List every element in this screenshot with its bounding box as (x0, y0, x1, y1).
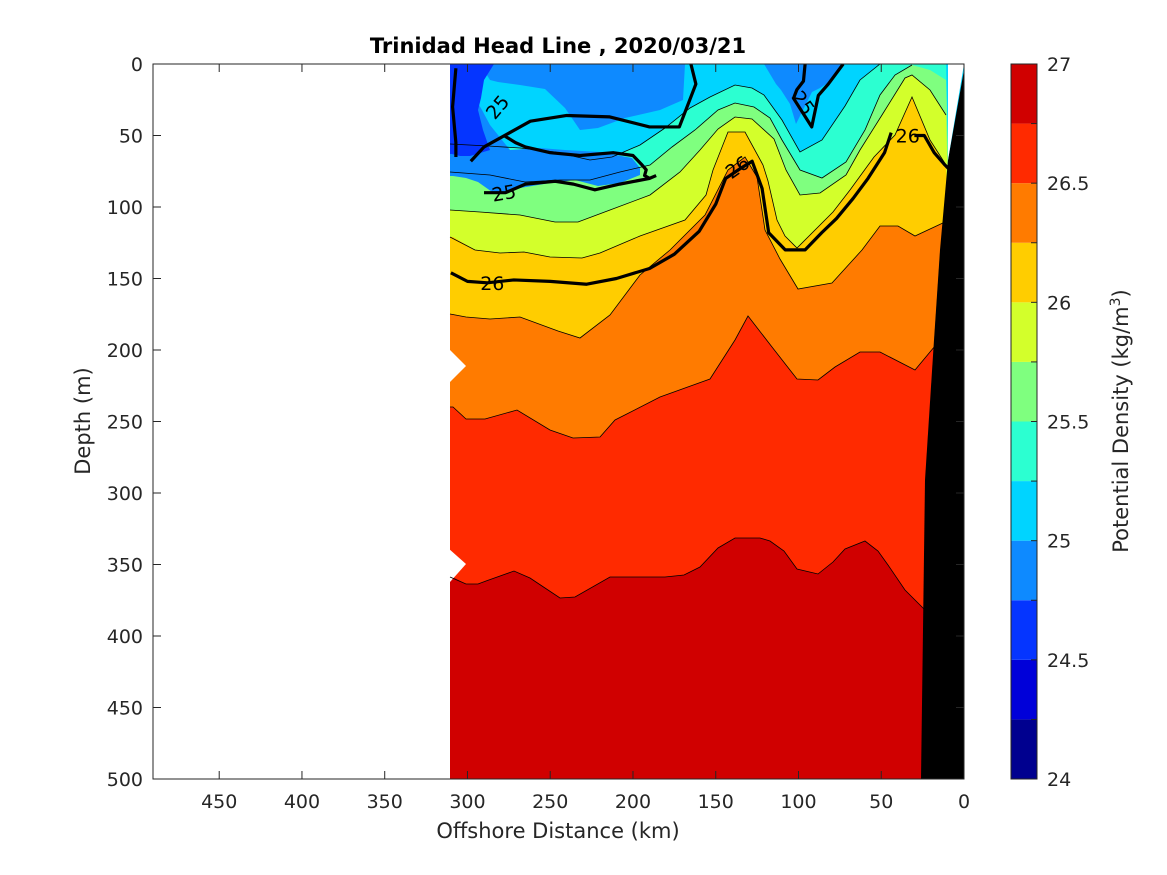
data-gap-notch (448, 348, 466, 382)
x-tick-label: 300 (449, 791, 485, 813)
y-axis: 0 50 100 150 200 250 300 350 400 450 500 (107, 54, 964, 791)
x-tick-label: 150 (698, 791, 734, 813)
colorbar-tick-label: 26.5 (1047, 173, 1089, 195)
contour-band-24.75 (450, 86, 640, 194)
y-tick-label: 400 (107, 626, 143, 648)
contour-line-25 (503, 134, 651, 180)
y-tick-label: 100 (107, 197, 143, 219)
y-tick-label: 500 (107, 769, 143, 791)
chart-title: Trinidad Head Line , 2020/03/21 (370, 34, 746, 58)
contour-band-24.75 (764, 64, 845, 124)
y-tick-label: 200 (107, 340, 143, 362)
colorbar-swatch (1011, 302, 1037, 362)
colorbar-swatch (1011, 123, 1037, 184)
contour-line-26 (914, 133, 954, 174)
contour-label: 26 (480, 273, 504, 295)
contour-label: 25 (490, 181, 518, 207)
colorbar-swatch (1011, 659, 1037, 720)
contour-fill-layer (448, 64, 964, 779)
contour-band-24.5 (450, 64, 494, 156)
colorbar-swatch (1011, 64, 1037, 124)
colorbar-swatch (1011, 361, 1037, 422)
x-tick-label: 100 (780, 791, 816, 813)
contour-band-24.75 (450, 64, 685, 130)
y-axis-label: Depth (m) (71, 367, 95, 474)
colorbar-swatch (1011, 540, 1037, 601)
y-tick-label: 350 (107, 555, 143, 577)
colorbar-label: Potential Density (kg/m3) (1108, 289, 1133, 553)
x-tick-label: 50 (869, 791, 893, 813)
data-gap-notch (448, 548, 466, 582)
no-data-shelf (948, 64, 964, 160)
colorbar-ticks: 24 24.5 25 25.5 26 26.5 27 (1031, 54, 1089, 791)
contour-line-25 (484, 174, 657, 195)
colorbar-swatch (1011, 183, 1037, 243)
y-tick-label: 250 (107, 412, 143, 434)
x-tick-label: 250 (532, 791, 568, 813)
y-tick-label: 50 (119, 126, 143, 148)
x-axis-label: Offshore Distance (km) (436, 819, 679, 843)
y-tick-label: 300 (107, 483, 143, 505)
seafloor-topography (921, 70, 964, 779)
contour-label-text: 26 (480, 273, 504, 295)
colorbar-tick-label: 26 (1047, 292, 1071, 314)
y-tick-label: 150 (107, 269, 143, 291)
colorbar-swatch (1011, 421, 1037, 482)
colorbar-swatch (1011, 719, 1037, 779)
colorbar-tick-label: 27 (1047, 54, 1071, 76)
contour-line-25 (450, 68, 458, 157)
colorbar-swatch (1011, 481, 1037, 541)
x-tick-label: 400 (284, 791, 320, 813)
contour-label-text: 25 (490, 181, 518, 207)
x-axis: 450 400 350 300 250 200 150 100 50 0 (201, 64, 970, 813)
contour-line-26 (450, 132, 893, 286)
labelled-contour-layer (450, 64, 954, 286)
x-tick-label: 450 (201, 791, 237, 813)
colorbar-tick-label: 24 (1047, 769, 1071, 791)
contour-band-25.75 (450, 64, 964, 779)
thin-contour-lines (449, 64, 947, 611)
colorbar-tick-label: 24.5 (1047, 650, 1089, 672)
x-tick-label: 0 (958, 791, 970, 813)
colorbar-swatch (1011, 242, 1037, 303)
contour-label-text: 26 (896, 126, 920, 148)
colorbar-tick-label: 25 (1047, 531, 1071, 553)
colorbar-tick-label: 25.5 (1047, 412, 1089, 434)
contour-line-25 (791, 64, 845, 129)
contour-line-25 (469, 64, 698, 163)
y-tick-label: 0 (131, 54, 143, 76)
colorbar-swatch (1011, 600, 1037, 660)
contour-label: 26 (896, 126, 920, 148)
x-tick-label: 350 (367, 791, 403, 813)
y-tick-label: 450 (107, 698, 143, 720)
x-tick-label: 200 (615, 791, 651, 813)
